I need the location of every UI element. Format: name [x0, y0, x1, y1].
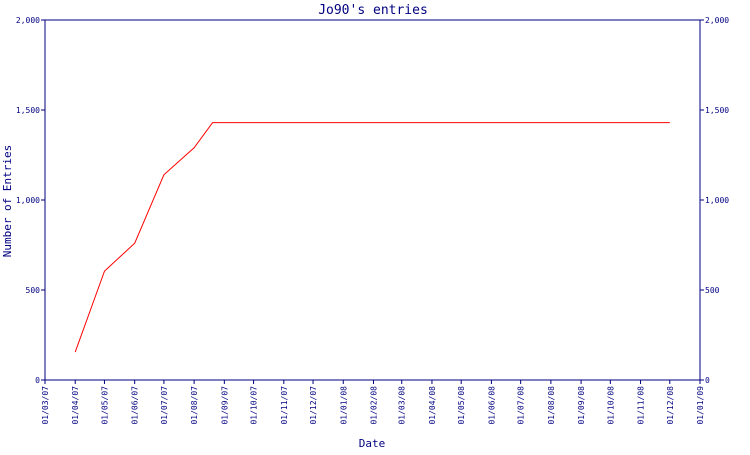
y-tick-label-right: 0 [705, 376, 710, 385]
x-tick-label: 01/06/07 [131, 386, 140, 425]
y-tick-label-left: 0 [35, 376, 40, 385]
x-tick-label: 01/08/08 [547, 386, 556, 425]
x-tick-label: 01/03/07 [41, 386, 50, 425]
x-tick-label: 01/05/08 [457, 386, 466, 425]
y-tick-label-right: 2,000 [705, 16, 729, 25]
x-tick-label: 01/11/08 [637, 386, 646, 425]
x-tick-label: 01/08/07 [190, 386, 199, 425]
x-tick-label: 01/10/07 [250, 386, 259, 425]
x-tick-label: 01/07/08 [517, 386, 526, 425]
y-tick-label-left: 1,500 [16, 106, 40, 115]
x-tick-label: 01/06/08 [487, 386, 496, 425]
x-tick-label: 01/04/07 [71, 386, 80, 425]
y-tick-label-left: 1,000 [16, 196, 40, 205]
y-tick-label-right: 1,000 [705, 196, 729, 205]
plot-area: 0 0 500 500 1,000 1,000 1,500 1,500 2,000 2,000 01… [16, 16, 729, 425]
x-tick-label: 01/07/07 [160, 386, 169, 425]
x-tick-label: 01/02/08 [369, 386, 378, 425]
y-tick-label-left: 2,000 [16, 16, 40, 25]
x-tick-label: 01/03/08 [398, 386, 407, 425]
x-tick-label: 01/12/08 [666, 386, 675, 425]
series-line [74, 122, 670, 353]
x-tick-label: 01/05/07 [100, 386, 109, 425]
x-tick-label: 01/11/07 [280, 386, 289, 425]
x-tick-label: 01/09/08 [577, 386, 586, 425]
y-tick-label-right: 500 [705, 286, 720, 295]
x-tick-label: 01/04/08 [428, 386, 437, 425]
y-tick-label-left: 500 [26, 286, 41, 295]
x-axis-label: Date [359, 437, 386, 450]
y-tick-label-right: 1,500 [705, 106, 729, 115]
x-tick-label: 01/01/08 [339, 386, 348, 425]
x-tick-label: 01/12/07 [309, 386, 318, 425]
chart-title: Jo90's entries [318, 3, 428, 18]
x-tick-label: 01/01/09 [696, 386, 705, 425]
x-tick-label: 01/10/08 [606, 386, 615, 425]
x-tick-label: 01/09/07 [220, 386, 229, 425]
y-axis-label: Number of Entries [1, 145, 14, 258]
